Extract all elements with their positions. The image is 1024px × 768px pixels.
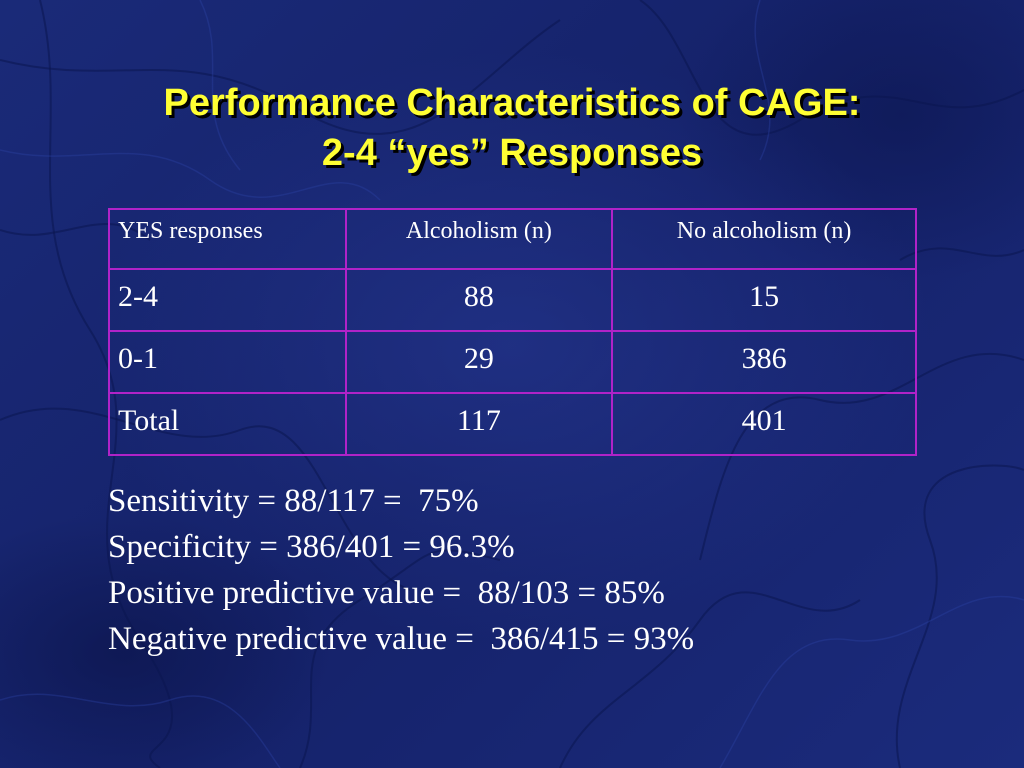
performance-stats: Sensitivity = 88/117 = 75% Specificity =… <box>108 478 988 662</box>
table-header-row: YES responses Alcoholism (n) No alcoholi… <box>109 209 916 269</box>
no-alcoholism-count: 386 <box>612 331 916 393</box>
header-yes-responses: YES responses <box>109 209 346 269</box>
no-alcoholism-count: 15 <box>612 269 916 331</box>
ppv-line: Positive predictive value = 88/103 = 85% <box>108 570 988 616</box>
slide-title: Performance Characteristics of CAGE: 2-4… <box>0 78 1024 178</box>
no-alcoholism-count: 401 <box>612 393 916 455</box>
row-label: Total <box>109 393 346 455</box>
slide-title-line-2: 2-4 “yes” Responses <box>0 128 1024 178</box>
alcoholism-count: 88 <box>346 269 613 331</box>
row-label: 0-1 <box>109 331 346 393</box>
alcoholism-count: 117 <box>346 393 613 455</box>
npv-line: Negative predictive value = 386/415 = 93… <box>108 616 988 662</box>
header-alcoholism: Alcoholism (n) <box>346 209 613 269</box>
slide-title-line-1: Performance Characteristics of CAGE: <box>0 78 1024 128</box>
cage-results-table: YES responses Alcoholism (n) No alcoholi… <box>108 208 917 456</box>
table-row: 2-4 88 15 <box>109 269 916 331</box>
table-row: Total 117 401 <box>109 393 916 455</box>
specificity-line: Specificity = 386/401 = 96.3% <box>108 524 988 570</box>
header-no-alcoholism: No alcoholism (n) <box>612 209 916 269</box>
alcoholism-count: 29 <box>346 331 613 393</box>
sensitivity-line: Sensitivity = 88/117 = 75% <box>108 478 988 524</box>
row-label: 2-4 <box>109 269 346 331</box>
table-row: 0-1 29 386 <box>109 331 916 393</box>
